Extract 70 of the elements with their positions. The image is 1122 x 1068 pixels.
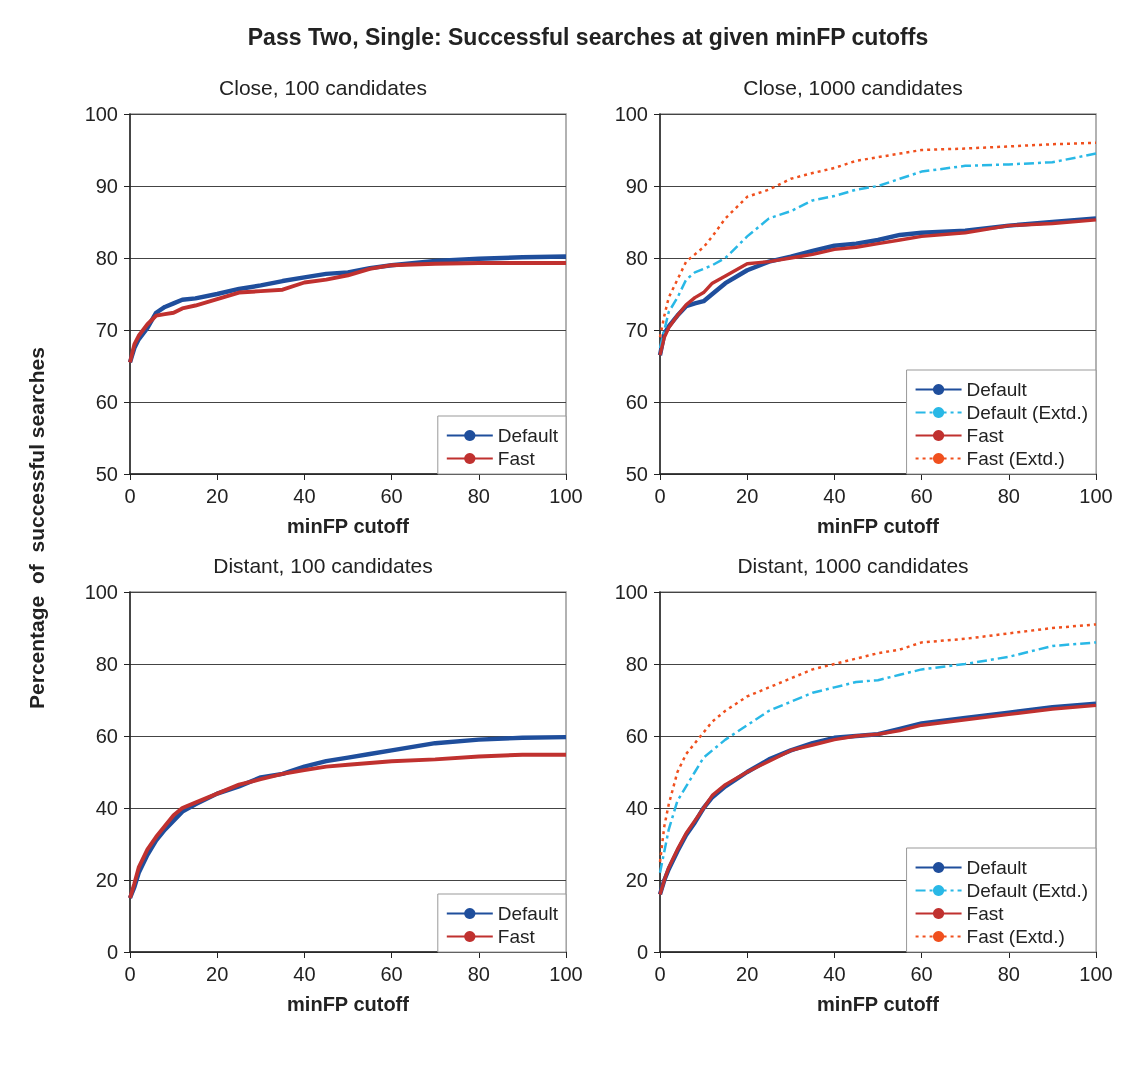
x-tick-label: 40 (823, 963, 846, 985)
legend-label: Fast (497, 448, 536, 469)
x-tick-label: 40 (293, 485, 316, 507)
x-axis-title: minFP cutoff (817, 515, 940, 537)
x-tick-label: 20 (206, 485, 229, 507)
legend-label: Default (Extd.) (966, 402, 1089, 423)
y-tick-label: 100 (84, 103, 118, 125)
y-tick-label: 100 (614, 103, 648, 125)
legend-label: Fast (497, 926, 536, 947)
x-tick-label: 60 (380, 485, 403, 507)
y-tick-label: 80 (625, 653, 648, 675)
y-tick-label: 80 (625, 247, 648, 269)
x-tick-label: 20 (206, 963, 229, 985)
y-tick-label: 70 (625, 319, 648, 341)
x-tick-label: 0 (124, 963, 136, 985)
x-axis-title: minFP cutoff (287, 993, 410, 1015)
x-tick-label: 60 (380, 963, 403, 985)
legend-label: Fast (Extd.) (966, 448, 1065, 469)
y-tick-label: 60 (95, 725, 118, 747)
legend-label: Default (Extd.) (966, 880, 1089, 901)
x-tick-label: 60 (910, 963, 933, 985)
chart-title: Distant, 1000 candidates (737, 554, 969, 577)
x-tick-label: 80 (467, 485, 490, 507)
x-tick-label: 100 (1079, 963, 1113, 985)
y-tick-label: 50 (95, 463, 118, 485)
legend-label: Default (966, 857, 1028, 878)
x-tick-label: 100 (1079, 485, 1113, 507)
y-tick-label: 60 (95, 391, 118, 413)
x-tick-label: 80 (997, 485, 1020, 507)
y-tick-label: 50 (625, 463, 648, 485)
x-tick-label: 60 (910, 485, 933, 507)
x-tick-label: 80 (997, 963, 1020, 985)
y-tick-label: 20 (95, 869, 118, 891)
legend-label: Fast (966, 903, 1005, 924)
legend-label: Default (966, 379, 1028, 400)
x-tick-label: 20 (736, 963, 759, 985)
y-axis-title: Percentage of successful searches (25, 347, 49, 709)
y-tick-label: 80 (95, 653, 118, 675)
y-tick-label: 100 (614, 581, 648, 603)
x-axis-title: minFP cutoff (287, 515, 410, 537)
x-tick-label: 0 (654, 485, 666, 507)
chart-title: Distant, 100 candidates (213, 554, 433, 577)
y-tick-label: 0 (106, 941, 118, 963)
y-tick-label: 40 (625, 797, 648, 819)
legend-label: Fast (Extd.) (966, 926, 1065, 947)
x-tick-label: 80 (467, 963, 490, 985)
legend-label: Default (497, 425, 559, 446)
y-tick-label: 60 (625, 725, 648, 747)
x-tick-label: 100 (549, 963, 583, 985)
chart-title: Close, 100 candidates (219, 76, 427, 99)
x-tick-label: 40 (823, 485, 846, 507)
y-tick-label: 90 (625, 175, 648, 197)
y-tick-label: 70 (95, 319, 118, 341)
y-tick-label: 100 (84, 581, 118, 603)
x-tick-label: 0 (654, 963, 666, 985)
x-tick-label: 100 (549, 485, 583, 507)
legend-label: Fast (966, 425, 1005, 446)
y-tick-label: 0 (636, 941, 648, 963)
y-tick-label: 80 (95, 247, 118, 269)
y-tick-label: 20 (625, 869, 648, 891)
x-tick-label: 0 (124, 485, 136, 507)
legend-label: Default (497, 903, 559, 924)
x-tick-label: 40 (293, 963, 316, 985)
text: Pass Two, Single: Successful searches at given minFP cutoffs (246, 24, 930, 51)
x-tick-label: 20 (736, 485, 759, 507)
y-tick-label: 90 (95, 175, 118, 197)
chart-title: Close, 1000 candidates (743, 76, 963, 99)
y-tick-label: 40 (95, 797, 118, 819)
y-tick-label: 60 (625, 391, 648, 413)
x-axis-title: minFP cutoff (817, 993, 940, 1015)
